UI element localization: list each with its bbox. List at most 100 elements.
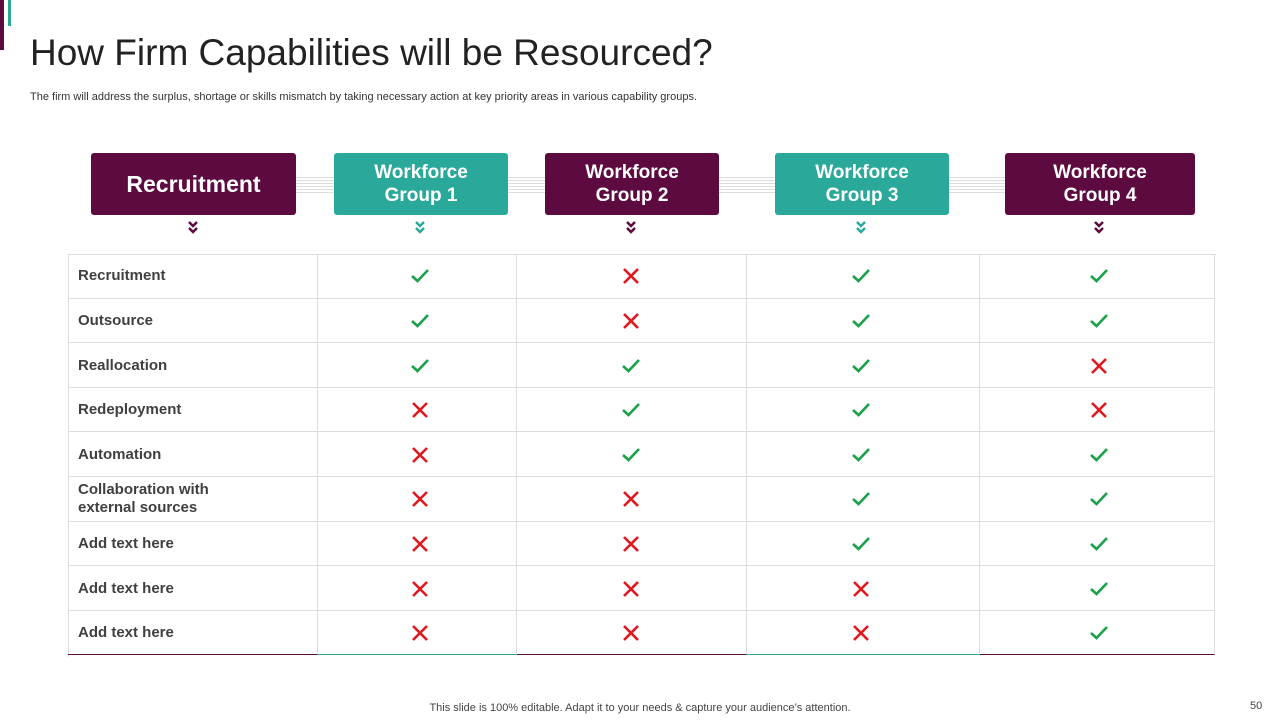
table-cell bbox=[747, 343, 980, 388]
table-cell bbox=[517, 254, 747, 299]
table-cell bbox=[980, 521, 1215, 567]
cross-mark bbox=[623, 268, 639, 285]
cross-mark bbox=[412, 535, 428, 552]
table-cell bbox=[68, 477, 318, 522]
table-cell bbox=[747, 610, 980, 656]
row-label: Redeployment bbox=[78, 401, 182, 419]
table-cell bbox=[318, 477, 517, 522]
table-cell bbox=[318, 343, 517, 388]
check-mark bbox=[1090, 269, 1108, 284]
table-cell bbox=[517, 566, 747, 611]
chevron bbox=[1094, 221, 1104, 234]
table-cell bbox=[318, 610, 517, 656]
row-label: Automation bbox=[78, 445, 162, 463]
check-mark bbox=[852, 269, 870, 284]
table-cell bbox=[747, 566, 980, 611]
table-cell bbox=[517, 432, 747, 477]
chevron bbox=[188, 221, 198, 234]
table-cell bbox=[747, 477, 980, 522]
table-cell bbox=[747, 387, 980, 433]
table-cell bbox=[68, 610, 318, 656]
cross-mark bbox=[853, 625, 869, 642]
check-mark bbox=[852, 313, 870, 328]
check-mark bbox=[411, 269, 429, 284]
table-cell bbox=[747, 432, 980, 477]
table-cell bbox=[68, 298, 318, 344]
cross-mark bbox=[412, 491, 428, 508]
column-header: Workforce Group 1 bbox=[334, 153, 508, 215]
table-cell bbox=[980, 566, 1215, 611]
table-cell bbox=[980, 387, 1215, 433]
check-mark bbox=[1090, 492, 1108, 507]
table-cell bbox=[68, 432, 318, 477]
table-cell bbox=[747, 298, 980, 344]
row-label: Reallocation bbox=[78, 356, 168, 374]
table-cell bbox=[318, 521, 517, 567]
chevron bbox=[415, 221, 425, 234]
chevron bbox=[856, 221, 866, 234]
table-cell bbox=[68, 343, 318, 388]
table-cell bbox=[68, 566, 318, 611]
table-cell bbox=[318, 298, 517, 344]
table-cell bbox=[980, 610, 1215, 656]
table-cell bbox=[980, 254, 1215, 299]
cross-mark bbox=[623, 580, 639, 597]
table-cell bbox=[517, 298, 747, 344]
table-cell bbox=[517, 521, 747, 567]
column-header: Workforce Group 2 bbox=[545, 153, 719, 215]
table-cell bbox=[517, 610, 747, 656]
check-mark bbox=[1090, 536, 1108, 551]
table-cell bbox=[68, 387, 318, 433]
column-header: Recruitment bbox=[91, 153, 296, 215]
title: How Firm Capabilities will be Resourced? bbox=[30, 32, 713, 73]
table-cell bbox=[980, 477, 1215, 522]
table-cell bbox=[517, 477, 747, 522]
cross-mark bbox=[412, 446, 428, 463]
cross-mark bbox=[412, 580, 428, 597]
table-cell bbox=[517, 343, 747, 388]
accent-bar bbox=[8, 0, 11, 26]
cross-mark bbox=[412, 625, 428, 642]
check-mark bbox=[852, 358, 870, 373]
table-cell bbox=[68, 254, 318, 299]
table-cell bbox=[318, 254, 517, 299]
accent-bar bbox=[0, 0, 4, 50]
column-header: Workforce Group 3 bbox=[775, 153, 949, 215]
cross-mark bbox=[623, 535, 639, 552]
cross-mark bbox=[853, 580, 869, 597]
footer-note: This slide is 100% editable. Adapt it to… bbox=[429, 702, 851, 714]
column-header: Workforce Group 4 bbox=[1005, 153, 1195, 215]
table-cell bbox=[318, 566, 517, 611]
table-cell bbox=[980, 432, 1215, 477]
check-mark bbox=[1090, 581, 1108, 596]
check-mark bbox=[411, 358, 429, 373]
cross-mark bbox=[623, 312, 639, 329]
cross-mark bbox=[623, 491, 639, 508]
table-cell bbox=[747, 521, 980, 567]
check-mark bbox=[411, 313, 429, 328]
row-label: Add text here bbox=[78, 534, 174, 552]
cross-mark bbox=[623, 625, 639, 642]
check-mark bbox=[852, 403, 870, 417]
page-number: 50 bbox=[1250, 700, 1263, 712]
check-mark bbox=[622, 447, 640, 462]
check-mark bbox=[852, 492, 870, 507]
check-mark bbox=[622, 403, 640, 417]
row-label: Collaboration with external sources bbox=[78, 481, 209, 517]
subtitle: The firm will address the surplus, short… bbox=[30, 91, 697, 103]
check-mark bbox=[1090, 447, 1108, 462]
table-cell bbox=[980, 343, 1215, 388]
cross-mark bbox=[1091, 357, 1107, 374]
cross-mark bbox=[1091, 402, 1107, 419]
row-label: Add text here bbox=[78, 624, 174, 642]
cross-mark bbox=[412, 402, 428, 419]
row-label: Outsource bbox=[78, 311, 154, 329]
table-cell bbox=[318, 387, 517, 433]
table-cell bbox=[980, 298, 1215, 344]
table-cell bbox=[68, 521, 318, 567]
table-cell bbox=[747, 254, 980, 299]
table-cell bbox=[517, 387, 747, 433]
row-label: Add text here bbox=[78, 579, 174, 597]
check-mark bbox=[1090, 626, 1108, 640]
